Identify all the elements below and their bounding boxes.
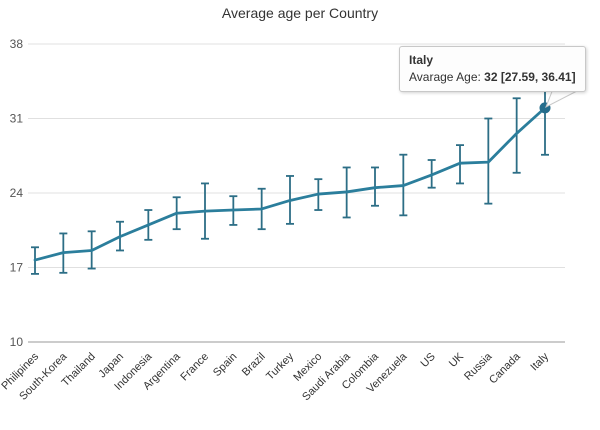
y-axis-label: 38 [10, 37, 24, 51]
tooltip: Italy Avarage Age: 32 [27.59, 36.41] [399, 46, 586, 92]
tooltip-country: Italy [409, 53, 434, 67]
x-axis-label: US [418, 351, 437, 370]
tooltip-label: Avarage Age: [409, 70, 485, 84]
y-axis-label: 10 [10, 335, 24, 349]
tooltip-value: 32 [27.59, 36.41] [484, 70, 576, 84]
y-axis-label: 24 [10, 186, 24, 200]
chart-title: Average age per Country [221, 5, 379, 21]
series-line[interactable] [33, 106, 547, 262]
tooltip-pointer [545, 91, 577, 109]
x-axis-label: UK [447, 350, 467, 370]
y-axis-label: 31 [10, 112, 24, 126]
x-axis-label: France [178, 351, 211, 384]
y-axis-label: 17 [10, 261, 24, 275]
x-axis-label: Canada [487, 350, 523, 386]
x-axis-label: Spain [211, 351, 239, 379]
x-axis-label: Turkey [264, 350, 296, 382]
x-axis-label: Italy [528, 350, 551, 373]
